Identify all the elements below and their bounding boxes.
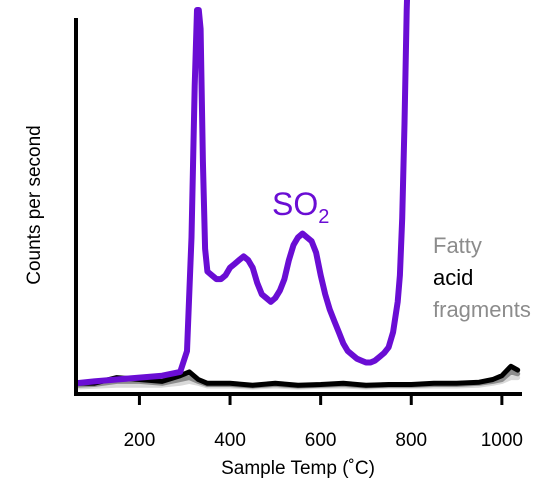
so2-series-line: [76, 0, 411, 387]
x-tick-label: 600: [305, 430, 337, 451]
so2-label-subscript: 2: [318, 206, 329, 228]
x-ticks: 200 400 600 800 1000: [124, 394, 523, 451]
annotation-line-2: acid: [433, 265, 473, 290]
annotation-line-3: fragments: [433, 297, 531, 322]
x-tick-label: 800: [395, 430, 427, 451]
x-tick-label: 1000: [481, 430, 523, 451]
axes-layer: [74, 18, 522, 396]
annotation-line-1: Fatty: [433, 233, 482, 258]
so2-series-label: SO2: [272, 186, 329, 228]
x-tick-label: 400: [214, 430, 246, 451]
fatty-acid-annotation: Fatty acid fragments: [433, 233, 531, 322]
x-axis-title: Sample Temp (˚C): [221, 458, 375, 479]
so2-label-main: SO: [272, 186, 318, 222]
y-axis-title: Counts per second: [24, 125, 45, 285]
fragment-series-black: [76, 363, 521, 388]
series-layer: [76, 0, 521, 390]
x-tick-label: 200: [124, 430, 156, 451]
